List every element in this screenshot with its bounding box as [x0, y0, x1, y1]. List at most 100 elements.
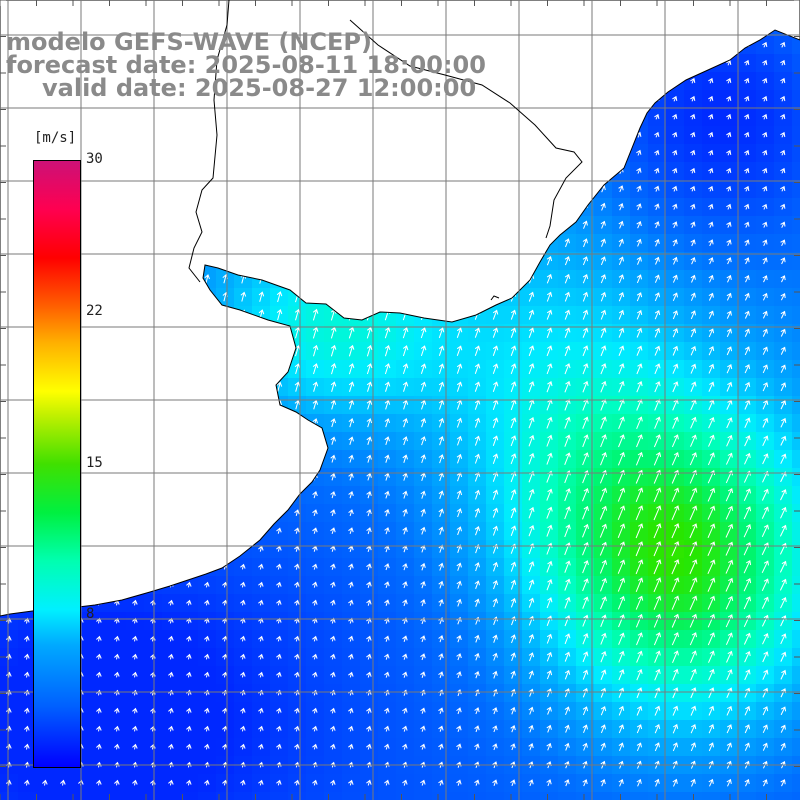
wind-arrow — [366, 653, 372, 660]
wind-arrow — [618, 650, 625, 663]
wind-arrow — [384, 743, 390, 750]
wind-arrow — [780, 633, 787, 645]
wind-arrow — [582, 309, 589, 320]
field-cell — [198, 792, 216, 800]
wind-arrow — [780, 59, 786, 66]
field-cell — [792, 558, 800, 576]
wind-arrow — [438, 779, 444, 786]
wind-arrow — [780, 41, 786, 48]
wind-arrow — [96, 743, 102, 750]
wind-arrow — [348, 779, 354, 786]
wind-arrow — [725, 523, 734, 538]
wind-arrow — [510, 743, 516, 751]
field-cell — [306, 792, 324, 800]
field-cell — [288, 792, 306, 800]
wind-arrow — [654, 724, 661, 734]
wind-arrow — [240, 291, 247, 302]
wind-arrow — [726, 650, 733, 663]
wind-arrow — [780, 400, 787, 410]
wind-arrow — [6, 725, 12, 732]
wind-arrow — [582, 523, 589, 538]
wind-arrow — [420, 707, 426, 714]
wind-arrow — [654, 274, 660, 283]
wind-arrow — [653, 577, 662, 593]
wind-arrow — [635, 613, 643, 628]
wind-arrow — [456, 363, 463, 374]
wind-arrow — [636, 256, 642, 265]
field-cell — [792, 666, 800, 684]
wind-arrow — [330, 779, 336, 786]
wind-arrow — [636, 742, 642, 751]
wind-arrow — [276, 779, 282, 786]
wind-arrow — [690, 778, 696, 787]
wind-arrow — [348, 563, 354, 570]
wind-arrow — [780, 382, 787, 392]
wind-arrow — [744, 724, 751, 734]
wind-arrow — [708, 239, 714, 247]
wind-arrow — [258, 291, 265, 302]
wind-arrow — [186, 635, 192, 642]
wind-arrow — [582, 363, 589, 375]
wind-arrow — [744, 779, 750, 787]
wind-arrow — [510, 363, 517, 375]
wind-arrow — [708, 778, 714, 787]
wind-arrow — [528, 309, 535, 320]
wind-arrow — [708, 742, 714, 752]
field-cell — [792, 792, 800, 800]
wind-arrow — [600, 451, 607, 466]
field-cell — [792, 306, 800, 324]
wind-arrow — [384, 399, 391, 410]
wind-arrow — [636, 380, 643, 393]
wind-arrow — [456, 417, 463, 428]
wind-arrow — [420, 399, 427, 410]
wind-arrow — [671, 595, 680, 610]
wind-arrow — [564, 238, 570, 248]
wind-arrow — [492, 707, 498, 715]
wind-arrow — [780, 275, 786, 283]
wind-arrow — [762, 310, 768, 319]
wind-arrow — [474, 562, 480, 572]
wind-arrow — [438, 743, 444, 750]
wind-arrow — [726, 705, 733, 716]
wind-arrow — [438, 454, 445, 464]
wind-arrow — [510, 779, 516, 787]
wind-arrow — [689, 487, 698, 502]
wind-arrow — [690, 292, 696, 301]
wind-arrow — [186, 743, 192, 750]
wind-arrow — [294, 743, 300, 750]
wind-arrow — [276, 291, 283, 303]
wind-arrow — [600, 614, 607, 627]
wind-arrow — [528, 779, 534, 787]
wind-arrow — [726, 724, 733, 734]
wind-arrow — [744, 292, 750, 301]
wind-arrow — [492, 471, 499, 482]
wind-arrow — [618, 202, 624, 211]
wind-arrow — [654, 221, 660, 229]
field-cell — [540, 792, 558, 800]
wind-arrow — [24, 653, 30, 660]
field-cell — [792, 90, 800, 108]
wind-arrow — [312, 308, 319, 321]
wind-arrow — [312, 653, 318, 660]
wind-arrow — [744, 310, 750, 319]
wind-arrow — [671, 487, 680, 502]
wind-arrow — [779, 524, 787, 537]
wind-arrow — [726, 687, 733, 699]
wind-arrow — [510, 561, 517, 572]
wind-arrow — [726, 221, 732, 228]
wind-arrow — [96, 689, 102, 696]
wind-arrow — [618, 256, 624, 265]
wind-arrow — [474, 779, 480, 786]
wind-arrow — [617, 451, 625, 466]
wind-arrow — [546, 273, 553, 284]
wind-arrow — [762, 59, 768, 66]
field-cell — [792, 342, 800, 360]
wind-arrow — [618, 309, 625, 320]
wind-arrow — [707, 577, 716, 592]
field-cell — [792, 126, 800, 144]
wind-arrow — [186, 707, 192, 714]
wind-arrow — [743, 596, 751, 610]
wind-arrow — [6, 779, 12, 786]
wind-arrow — [708, 95, 714, 102]
field-cell — [792, 360, 800, 378]
